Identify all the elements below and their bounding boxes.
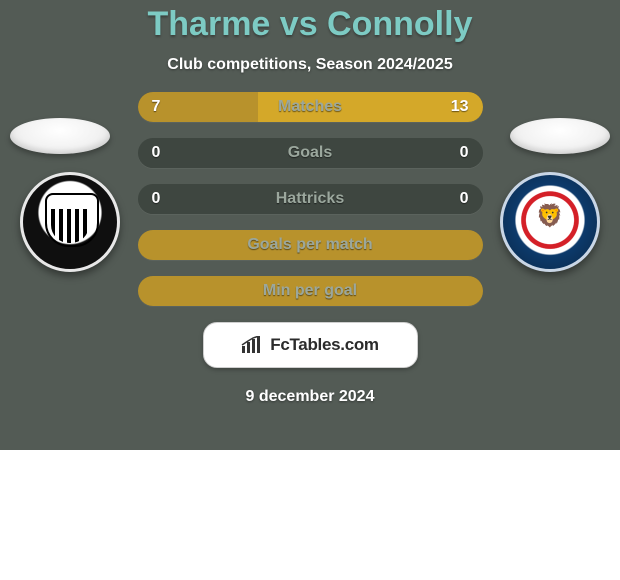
stat-rows: 7 13 Matches 0 0 Goals 0 0 Hattricks Goals per ma… bbox=[138, 92, 483, 306]
stat-row: Goals per match bbox=[138, 230, 483, 260]
page-subtitle: Club competitions, Season 2024/2025 bbox=[0, 56, 620, 74]
infographic-card: Tharme vs Connolly Club competitions, Se… bbox=[0, 0, 620, 450]
player-photo-right bbox=[510, 118, 610, 154]
stat-label: Goals per match bbox=[247, 236, 372, 254]
stat-value-left: 7 bbox=[152, 92, 161, 122]
stat-row: 0 0 Goals bbox=[138, 138, 483, 168]
date-label: 9 december 2024 bbox=[0, 388, 620, 406]
stat-label: Matches bbox=[278, 98, 342, 116]
page-whitespace bbox=[0, 450, 620, 580]
stat-row: 0 0 Hattricks bbox=[138, 184, 483, 214]
stat-value-right: 0 bbox=[460, 138, 469, 168]
stat-label: Min per goal bbox=[263, 282, 357, 300]
stat-value-right: 0 bbox=[460, 184, 469, 214]
page-title: Tharme vs Connolly bbox=[0, 5, 620, 44]
stat-label: Goals bbox=[288, 144, 332, 162]
stat-row: Min per goal bbox=[138, 276, 483, 306]
branding-text: FcTables.com bbox=[270, 335, 379, 355]
stat-value-left: 0 bbox=[152, 184, 161, 214]
bar-chart-icon bbox=[241, 336, 266, 354]
stat-value-right: 13 bbox=[451, 92, 469, 122]
stat-value-left: 0 bbox=[152, 138, 161, 168]
player-photo-left bbox=[10, 118, 110, 154]
stat-row: 7 13 Matches bbox=[138, 92, 483, 122]
stat-label: Hattricks bbox=[276, 190, 344, 208]
club-badge-left bbox=[20, 172, 120, 272]
branding-pill[interactable]: FcTables.com bbox=[203, 322, 418, 368]
club-badge-right bbox=[500, 172, 600, 272]
